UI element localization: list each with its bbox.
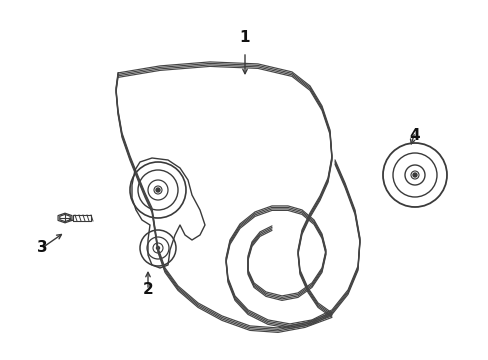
Text: 1: 1 <box>239 31 250 45</box>
Text: 4: 4 <box>409 127 420 143</box>
Circle shape <box>156 188 160 192</box>
Circle shape <box>412 173 416 177</box>
Text: 2: 2 <box>142 283 153 297</box>
Circle shape <box>156 247 159 249</box>
Text: 3: 3 <box>37 240 47 256</box>
